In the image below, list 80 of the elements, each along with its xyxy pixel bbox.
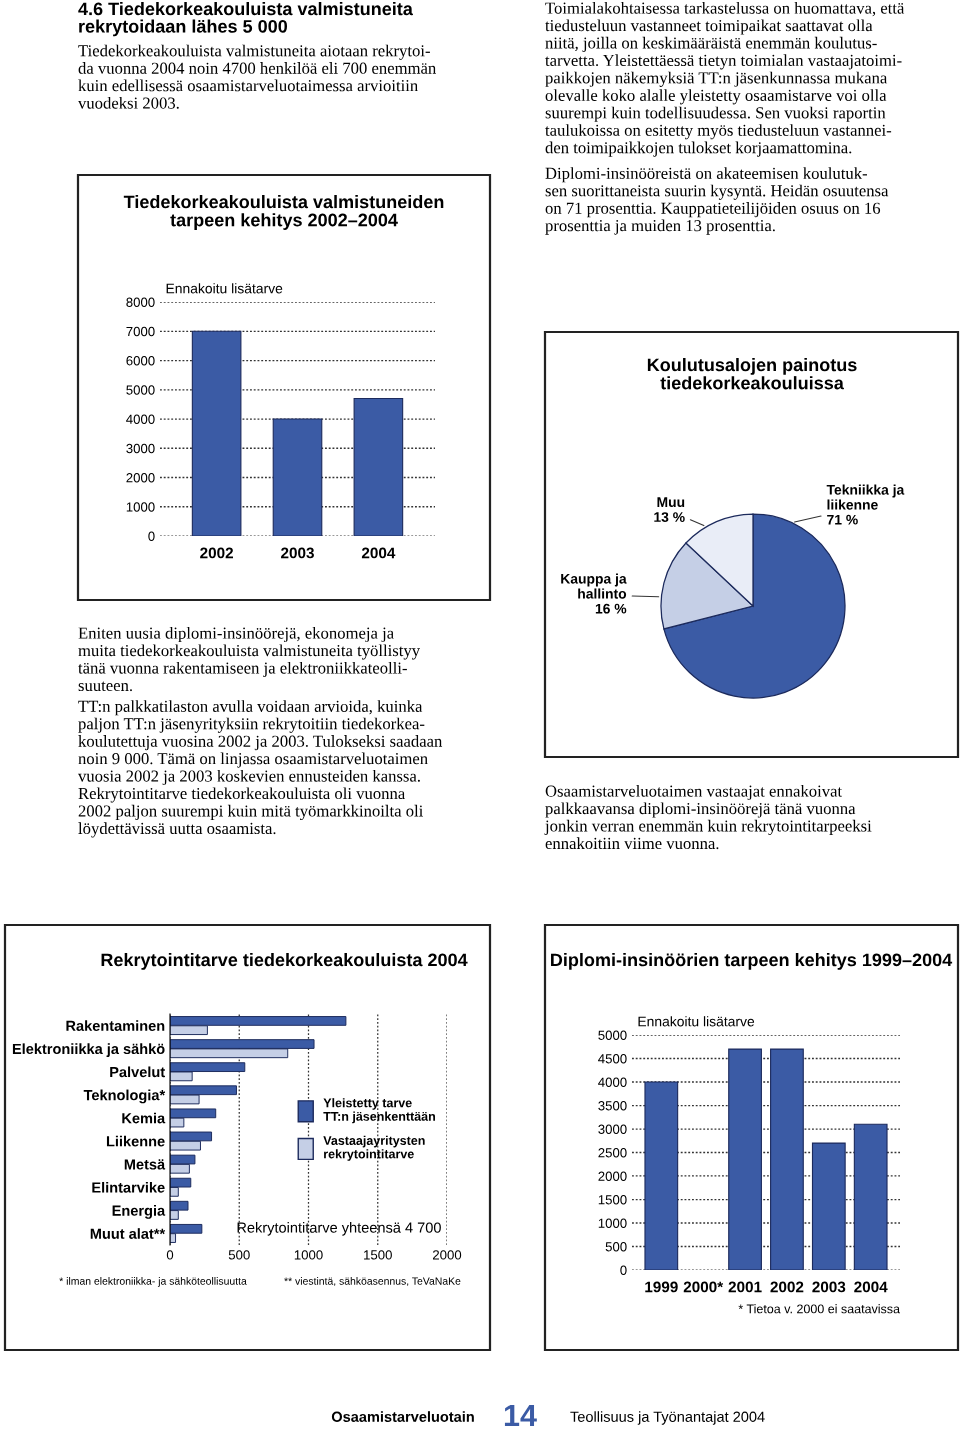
- y-tick-label: Metsä: [124, 1159, 166, 1170]
- y-tick-label: Elektroniikka ja sähkö: [12, 1043, 165, 1057]
- x-tick-label: 2000*: [683, 1281, 724, 1293]
- y-tick-label: 0: [148, 531, 155, 541]
- x-tick-label: 2003: [812, 1281, 846, 1293]
- y-axis-title: Ennakoitu lisätarve: [166, 283, 283, 294]
- y-tick-label: 2000: [598, 1171, 627, 1181]
- slice-label: Kauppa ja hallinto: [561, 573, 627, 599]
- y-tick-label: 8000: [126, 297, 155, 307]
- x-tick-label: 2004: [361, 547, 396, 559]
- text: Osaamistarveluotain: [331, 1411, 474, 1422]
- y-tick-label: Liikenne: [106, 1135, 165, 1147]
- y-tick-label: Elintarvike: [92, 1181, 165, 1193]
- annotation: Rekrytointitarve yhteensä 4 700: [237, 1222, 441, 1236]
- legend-label: Vastaajayritysten rekrytointitarve: [323, 1135, 425, 1161]
- y-axis-title: Ennakoitu lisätarve: [638, 1016, 755, 1027]
- text: Teollisuus ja Työnantajat 2004: [570, 1411, 765, 1425]
- y-tick-label: 3000: [598, 1124, 627, 1134]
- y-tick-label: 4000: [598, 1077, 627, 1087]
- x-tick-label: 1500: [364, 1250, 392, 1260]
- y-tick-label: Palvelut: [110, 1066, 165, 1078]
- x-tick-label: 2003: [281, 547, 314, 559]
- bar: [853, 1123, 888, 1270]
- y-tick-label: 3500: [598, 1101, 627, 1111]
- y-tick-label: 4500: [598, 1054, 627, 1064]
- y-tick-label: 7000: [126, 326, 155, 337]
- slice-label: Muu: [657, 497, 685, 508]
- slice-label: Tekniikka ja liikenne: [826, 484, 905, 510]
- x-tick-label: 0: [166, 1250, 174, 1260]
- chart-title: Tiedekorkeakouluista valmistuneiden tarpeen kehitys 2002–2004: [123, 195, 444, 230]
- x-tick-label: 2000: [432, 1250, 462, 1260]
- y-tick-label: Rakentaminen: [66, 1020, 165, 1031]
- y-tick-label: 3000: [126, 443, 155, 454]
- x-tick-label: 1000: [294, 1250, 323, 1260]
- bar: [728, 1048, 762, 1270]
- y-tick-label: 5000: [126, 385, 155, 395]
- text: * Tietoa v. 2000 ei saatavissa: [738, 1304, 901, 1314]
- x-tick-label: 2001: [728, 1281, 762, 1293]
- text: Toimialakohtaisessa tarkastelussa on huomattava, että tiedusteluun vastanneet toimipaikat saattavat olla niitä, joilla on keskimääräistä enemmän koulutus- tarvetta. Yleistettäessä tietyn toimialan vastaajatoimi- paikkojen näkemyksiä TT:n jäsenkunnassa mukana olevalle koko alalle yleistetty osaamistarve voi olla suurempi kuin todellisuudessa. Sen vuoksi raportin taulukoissa on esitetty myös tiedusteluun vastannei- den toimipaikkojen tulokset korjaamattomina.: [545, 2, 905, 157]
- data-label: 13 %: [654, 512, 685, 523]
- y-tick-label: Energia: [112, 1205, 166, 1219]
- y-tick-label: 2500: [598, 1148, 627, 1158]
- data-label: 16 %: [595, 603, 627, 614]
- text: Diplomi-insinööreistä on akateemisen koulutuk- sen suorittaneista suurin kysyntä. Heidän osuutensa on 71 prosenttia. Kauppatieteilijöiden osuus on 16 prosenttia ja muiden 13 prosenttia.: [545, 167, 889, 235]
- chart-title: Diplomi-insinöörien tarpeen kehitys 1999–2004: [551, 953, 953, 970]
- data-label: 71 %: [827, 514, 858, 525]
- y-tick-label: 4000: [126, 414, 155, 424]
- text: TT:n palkkatilaston avulla voidaan arvioida, kuinka paljon TT:n jäsenyrityksiin rekrytoitiin tiedekorkea- koulutettuja vuosina 2002 ja 2003. Tulokseksi saadaan noin 9 000. Tämä on linjassa osaamistarveluotaimen vuosia 2002 ja 2003 koskevien ennusteiden kanssa. Rekrytointitarve tiedekorkeakouluista oli vuonna 2002 paljon suurempi kuin mitä työmarkkinoilta oli löydettävissä uutta osaamista.: [78, 700, 443, 838]
- bar: [353, 397, 404, 536]
- y-tick-label: 2000: [126, 473, 155, 483]
- text: 14: [504, 1404, 537, 1426]
- bar: [191, 330, 242, 536]
- y-tick-label: 5000: [598, 1030, 627, 1040]
- text: Tiedekorkeakouluista valmistuneita aiotaan rekrytoi- da vuonna 2004 noin 4700 henkilöä eli 700 enemmän kuin edellisessä osaamistarveluotaimessa arvioitiin vuodeksi 2003.: [78, 44, 437, 109]
- x-tick-label: 500: [228, 1250, 250, 1260]
- text: Eniten uusia diplomi-insinöörejä, ekonomeja ja muita tiedekorkeakouluista valmistuneita työllistyy tänä vuonna rakentamiseen ja elektroniikkateolli- suuteen.: [78, 627, 420, 692]
- y-tick-label: 6000: [126, 356, 155, 366]
- x-tick-label: 2002: [770, 1281, 804, 1293]
- bar: [272, 418, 323, 536]
- y-tick-label: 500: [605, 1242, 627, 1252]
- bar: [770, 1048, 804, 1270]
- x-tick-label: 2002: [200, 547, 233, 559]
- y-tick-label: Muut alat**: [90, 1228, 166, 1239]
- y-tick-label: 1500: [598, 1195, 627, 1205]
- legend-label: Yleistetty tarve TT:n jäsenkenttään: [323, 1098, 435, 1124]
- y-tick-label: Teknologia*: [83, 1089, 166, 1104]
- bar: [811, 1142, 846, 1270]
- y-tick-label: 1000: [598, 1218, 627, 1228]
- y-tick-label: Kemia: [122, 1112, 166, 1124]
- x-tick-label: 2004: [854, 1281, 888, 1293]
- text: 4.6 Tiedekorkeakouluista valmistuneita rekrytoidaan lähes 5 000: [78, 2, 413, 37]
- text: Osaamistarveluotaimen vastaajat ennakoivat palkkaavansa diplomi-insinöörejä tänä vuonna jonkin verran enemmän kuin rekrytointitarpeeksi ennakoitiin viime vuonna.: [544, 785, 872, 850]
- chart-title: Koulutusalojen painotus tiedekorkeakouluissa: [647, 358, 857, 390]
- text: ** viestintä, sähköasennus, TeVaNaKe: [284, 1277, 461, 1286]
- bar: [644, 1081, 679, 1270]
- text: * ilman elektroniikka- ja sähköteollisuutta: [59, 1277, 247, 1287]
- y-tick-label: 0: [620, 1265, 627, 1275]
- chart-title: Rekrytointitarve tiedekorkeakouluista 2004: [101, 953, 468, 970]
- y-tick-label: 1000: [126, 502, 155, 512]
- x-tick-label: 1999: [645, 1281, 678, 1293]
